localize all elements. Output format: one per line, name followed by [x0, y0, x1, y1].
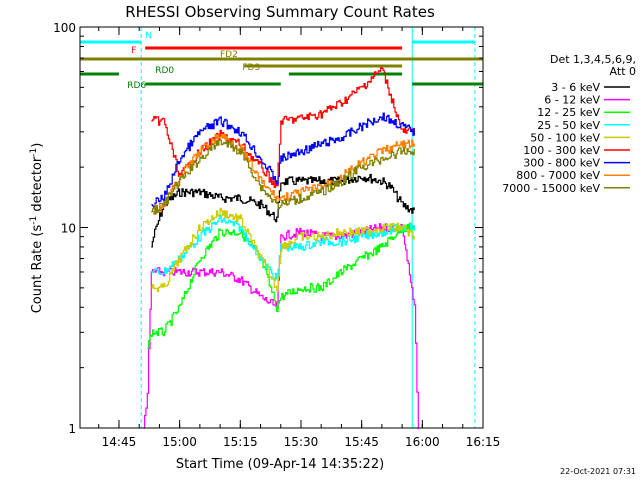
footer-date: 22-Oct-2021 07:31	[560, 467, 636, 476]
y-axis-label-end: )	[30, 143, 45, 148]
x-tick-label: 16:00	[405, 435, 440, 449]
series-line-8	[151, 133, 415, 215]
legend-label: 3 - 6 keV	[551, 81, 600, 94]
y-tick-label: 1	[68, 422, 76, 436]
x-tick-label: 15:30	[284, 435, 319, 449]
legend-header: Det 1,3,4,5,6,9,	[550, 53, 636, 66]
legend-label: 100 - 300 keV	[523, 144, 600, 157]
flag-label-rd0: RD0	[155, 66, 174, 76]
flag-bars: NF FD2 FD3 RD0 RD6	[80, 31, 483, 91]
legend-header: Att 0	[610, 65, 636, 78]
chart-title: RHESSI Observing Summary Count Rates	[125, 3, 435, 21]
y-axis-label: Count Rate (s-1 detector-1)	[29, 143, 45, 314]
series-line-7	[151, 112, 415, 209]
axes: 14:45 15:00 15:15 15:30 15:45 16:00 16:15 1 10 10…	[53, 21, 500, 449]
flag-label-rd6: RD6	[127, 81, 146, 91]
flag-label-f: F	[131, 46, 136, 56]
y-axis-label-sup1: -1	[29, 216, 39, 225]
y-axis-label-sup2: -1	[29, 148, 39, 157]
x-tick-label: 14:45	[102, 435, 137, 449]
y-axis-label-mid: detector	[30, 156, 45, 216]
x-axis-label: Start Time (09-Apr-14 14:35:22)	[176, 457, 384, 472]
flag-label-fd3: FD3	[242, 63, 260, 73]
series-line-5	[151, 207, 415, 292]
legend-label: 800 - 7000 keV	[516, 169, 600, 182]
legend-label: 7000 - 15000 keV	[502, 182, 600, 195]
series-line-4	[151, 214, 415, 282]
legend-label: 300 - 800 keV	[523, 157, 600, 170]
flag-label-n: N	[145, 31, 152, 41]
x-tick-label: 15:15	[223, 435, 258, 449]
x-tick-label: 15:00	[162, 435, 197, 449]
series-line-9	[151, 139, 415, 215]
series-group	[143, 67, 419, 430]
legend-label: 25 - 50 keV	[537, 119, 600, 132]
flag-label-fd2: FD2	[220, 50, 238, 60]
y-tick-label: 10	[61, 222, 76, 236]
y-axis-label-main: Count Rate (s	[30, 225, 45, 314]
x-tick-label: 16:15	[466, 435, 501, 449]
y-tick-label: 100	[53, 21, 76, 35]
legend-label: 12 - 25 keV	[537, 106, 600, 119]
legend-label: 50 - 100 keV	[530, 131, 600, 144]
legend-label: 6 - 12 keV	[544, 94, 600, 107]
series-line-1	[151, 173, 415, 248]
x-tick-label: 15:45	[344, 435, 379, 449]
series-line-3	[147, 222, 415, 349]
